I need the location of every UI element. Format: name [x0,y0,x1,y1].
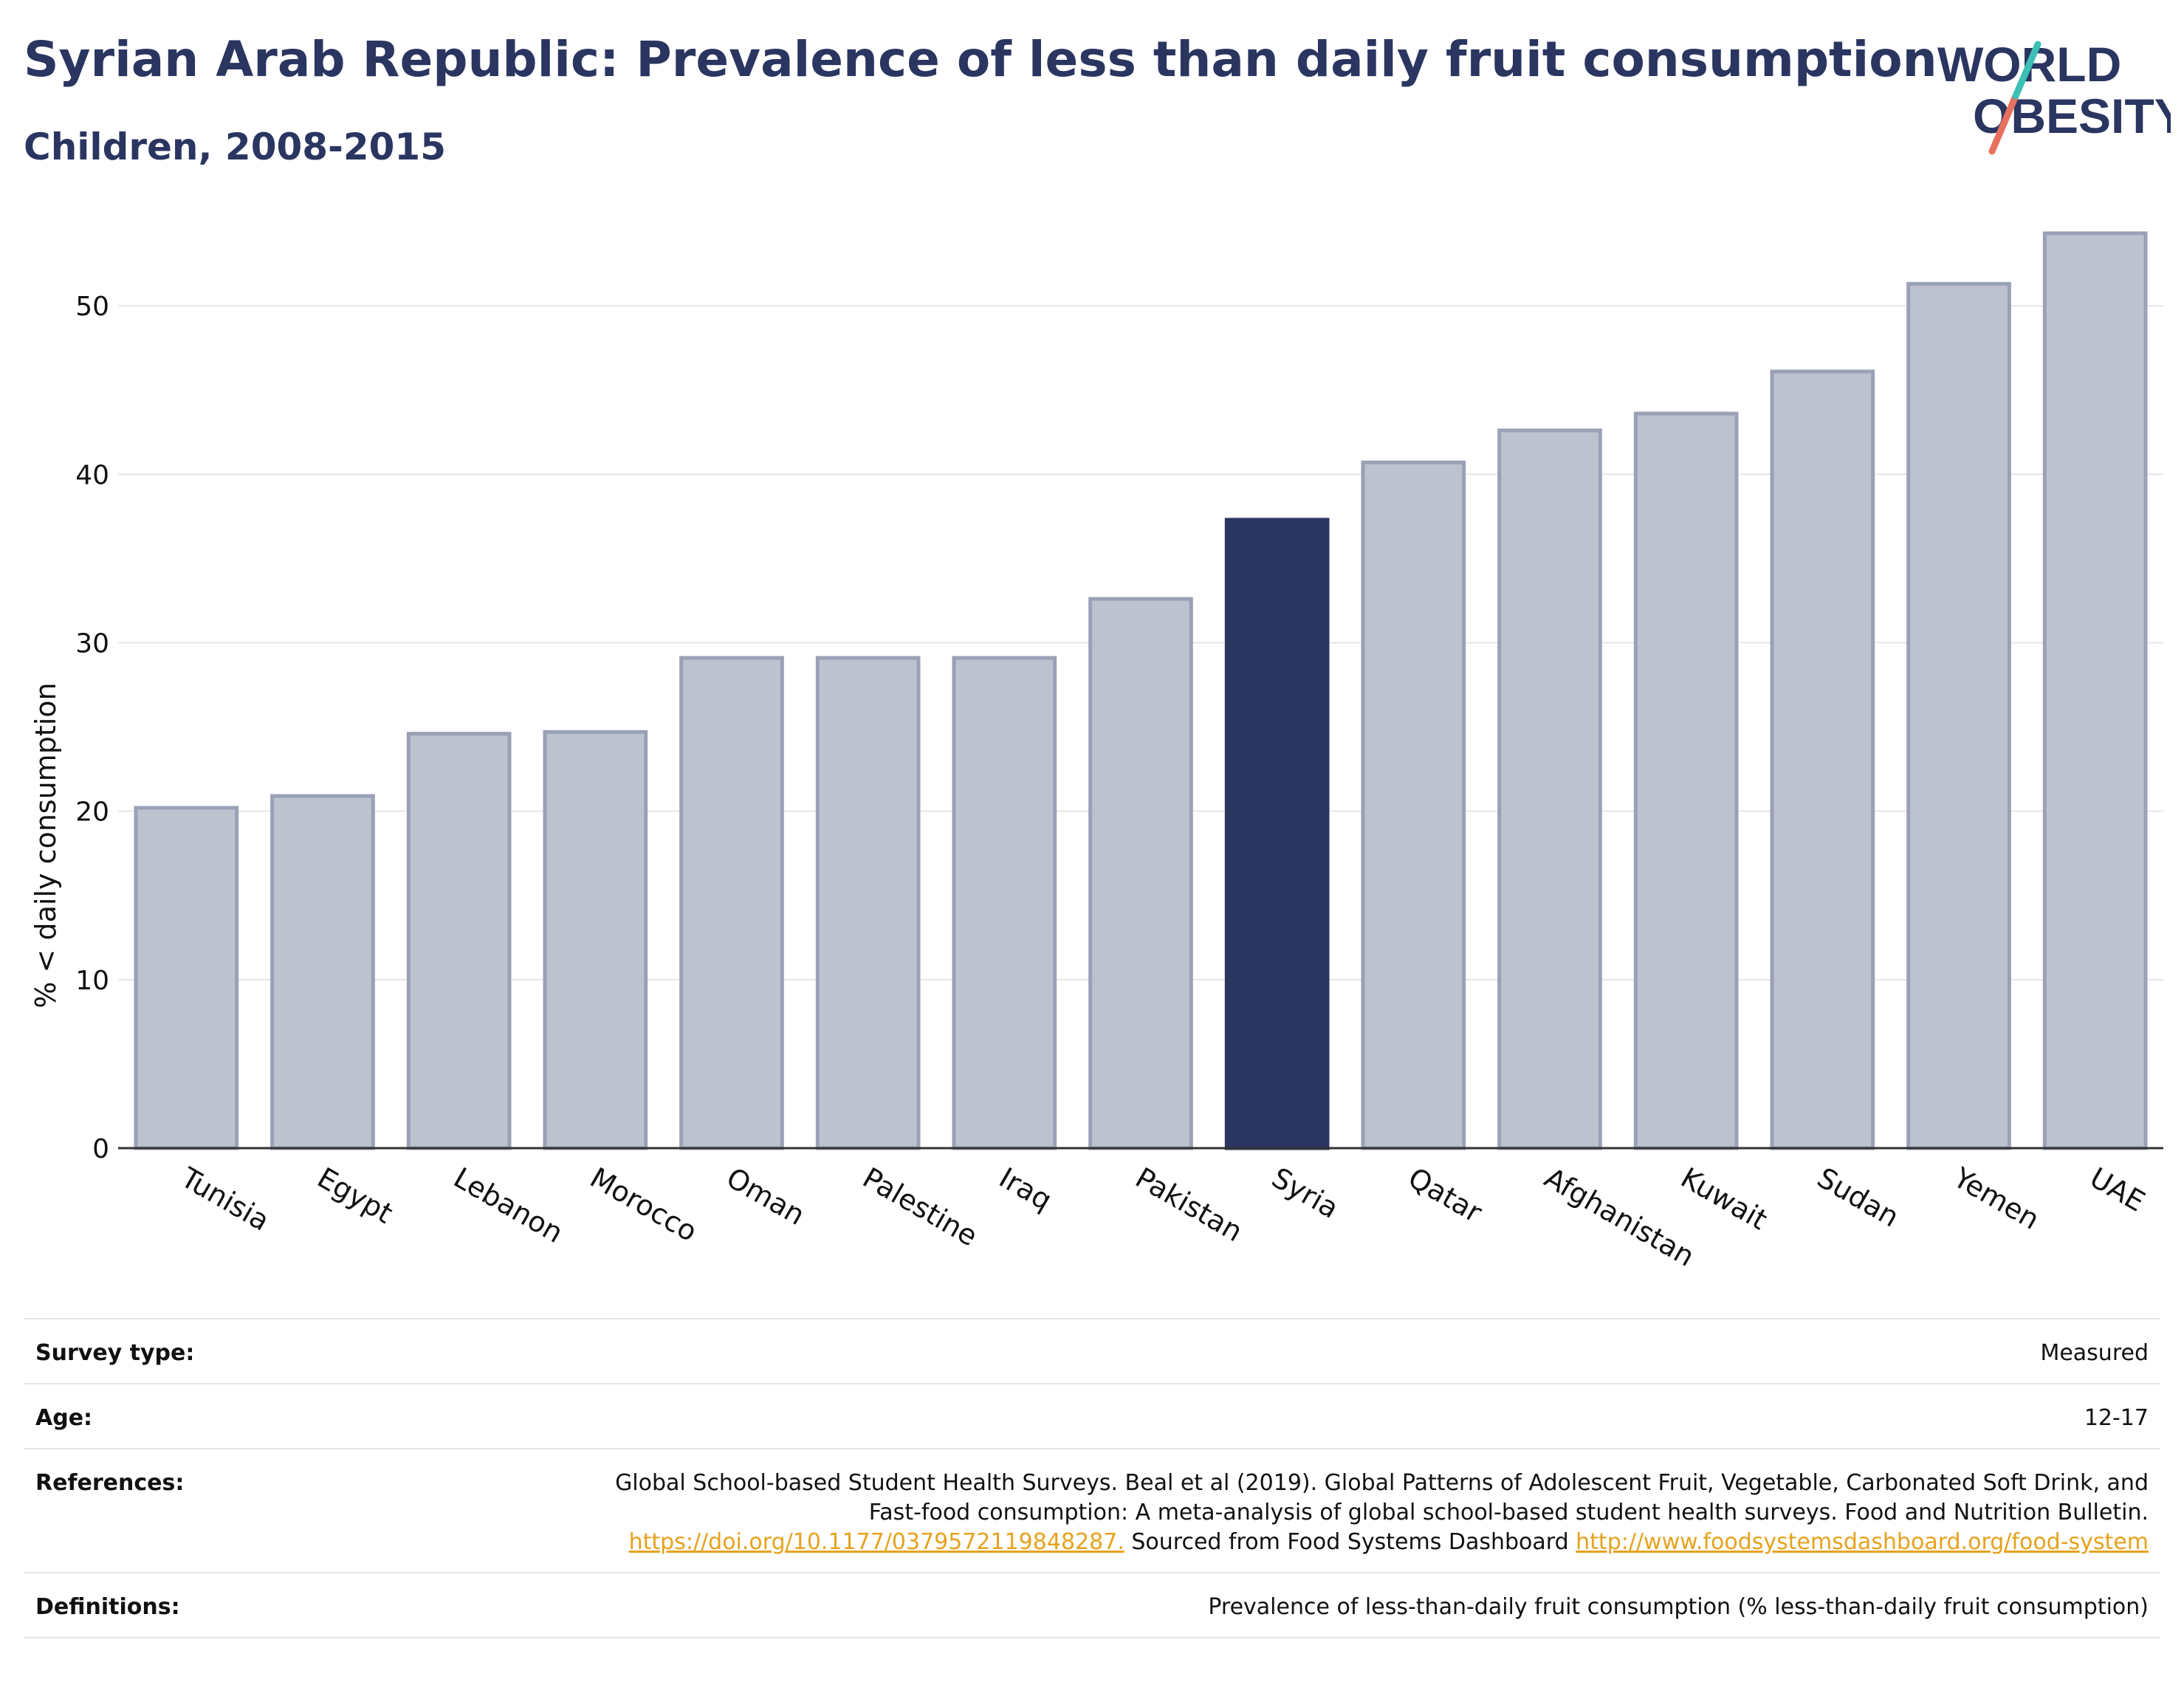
y-tick-label: 50 [75,292,109,322]
info-table: Survey type: Measured Age: 12-17 Referen… [24,1318,2160,1638]
bar-tunisia[interactable] [134,806,239,1150]
info-row-age: Age: 12-17 [24,1383,2160,1448]
bar-qatar[interactable] [1361,460,1466,1150]
y-tick-label: 40 [75,460,109,490]
bar-yemen[interactable] [1906,281,2011,1150]
y-tick-label: 30 [75,628,109,659]
x-tick-label: Oman [721,1161,811,1232]
references-value: Global School-based Student Health Surve… [561,1469,2149,1557]
bar-afghanistan[interactable] [1497,428,1602,1150]
logo-slash-coral [1988,92,2019,155]
bar-chart: 0 10 20 30 40 50 Tunisia Egypt Lebanon Morocco Oma… [75,231,2163,1273]
bar-iraq[interactable] [952,656,1057,1150]
x-tick-label: Tunisia [175,1161,275,1237]
bar-sudan[interactable] [1770,369,1875,1150]
bar-syria[interactable] [1224,518,1330,1150]
age-label: Age: [35,1405,93,1431]
references-label: References: [35,1470,185,1496]
x-tick-label: Egypt [312,1161,399,1230]
page-subtitle: Children, 2008-2015 [24,126,446,168]
definitions-label: Definitions: [35,1594,180,1620]
world-obesity-logo: WORLD OBESITY [1937,37,2171,155]
references-text-1: Global School-based Student Health Surve… [615,1470,2149,1525]
definitions-value: Prevalence of less-than-daily fruit cons… [1208,1594,2149,1620]
y-tick-label: 10 [75,966,109,996]
bar-uae[interactable] [2042,231,2148,1150]
x-tick-label: Afghanistan [1539,1161,1700,1273]
x-tick-label: Palestine [857,1161,983,1253]
x-tick-label: Syria [1266,1161,1344,1225]
bar-lebanon[interactable] [406,732,512,1150]
logo-slash-teal [2012,41,2042,100]
x-tick-label: Qatar [1403,1161,1488,1229]
x-tick-label: Morocco [585,1161,703,1249]
x-tick-label: Lebanon [448,1161,569,1249]
x-tick-label: Kuwait [1675,1161,1773,1237]
info-row-definitions: Definitions: Prevalence of less-than-dai… [24,1572,2160,1638]
x-tick-label: Pakistan [1130,1161,1249,1249]
x-tick-label: Yemen [1948,1161,2045,1236]
x-tick-label: Sudan [1812,1161,1905,1234]
info-row-references: References: Global School-based Student … [24,1448,2160,1572]
references-text-2: Sourced from Food Systems Dashboard [1124,1529,1576,1555]
age-value: 12-17 [2084,1405,2149,1431]
food-systems-dashboard-link[interactable]: http://www.foodsystemsdashboard.org/food… [1576,1529,2149,1555]
bar-oman[interactable] [679,656,784,1150]
doi-link[interactable]: https://doi.org/10.1177/0379572119848287… [628,1529,1124,1555]
x-tick-label: UAE [2084,1161,2150,1218]
bar-palestine[interactable] [815,656,921,1150]
y-axis-title: % < daily consumption [30,682,62,1009]
info-row-survey-type: Survey type: Measured [24,1318,2160,1383]
y-tick-label: 0 [92,1134,109,1164]
bar-morocco[interactable] [543,729,648,1150]
survey-type-value: Measured [2040,1340,2149,1366]
survey-type-label: Survey type: [35,1340,195,1366]
bar-pakistan[interactable] [1088,597,1193,1150]
page-title: Syrian Arab Republic: Prevalence of less… [24,31,1937,88]
y-tick-label: 20 [75,797,109,828]
x-tick-label: Iraq [994,1161,1057,1217]
bar-kuwait[interactable] [1633,411,1739,1150]
bar-egypt[interactable] [270,794,375,1150]
